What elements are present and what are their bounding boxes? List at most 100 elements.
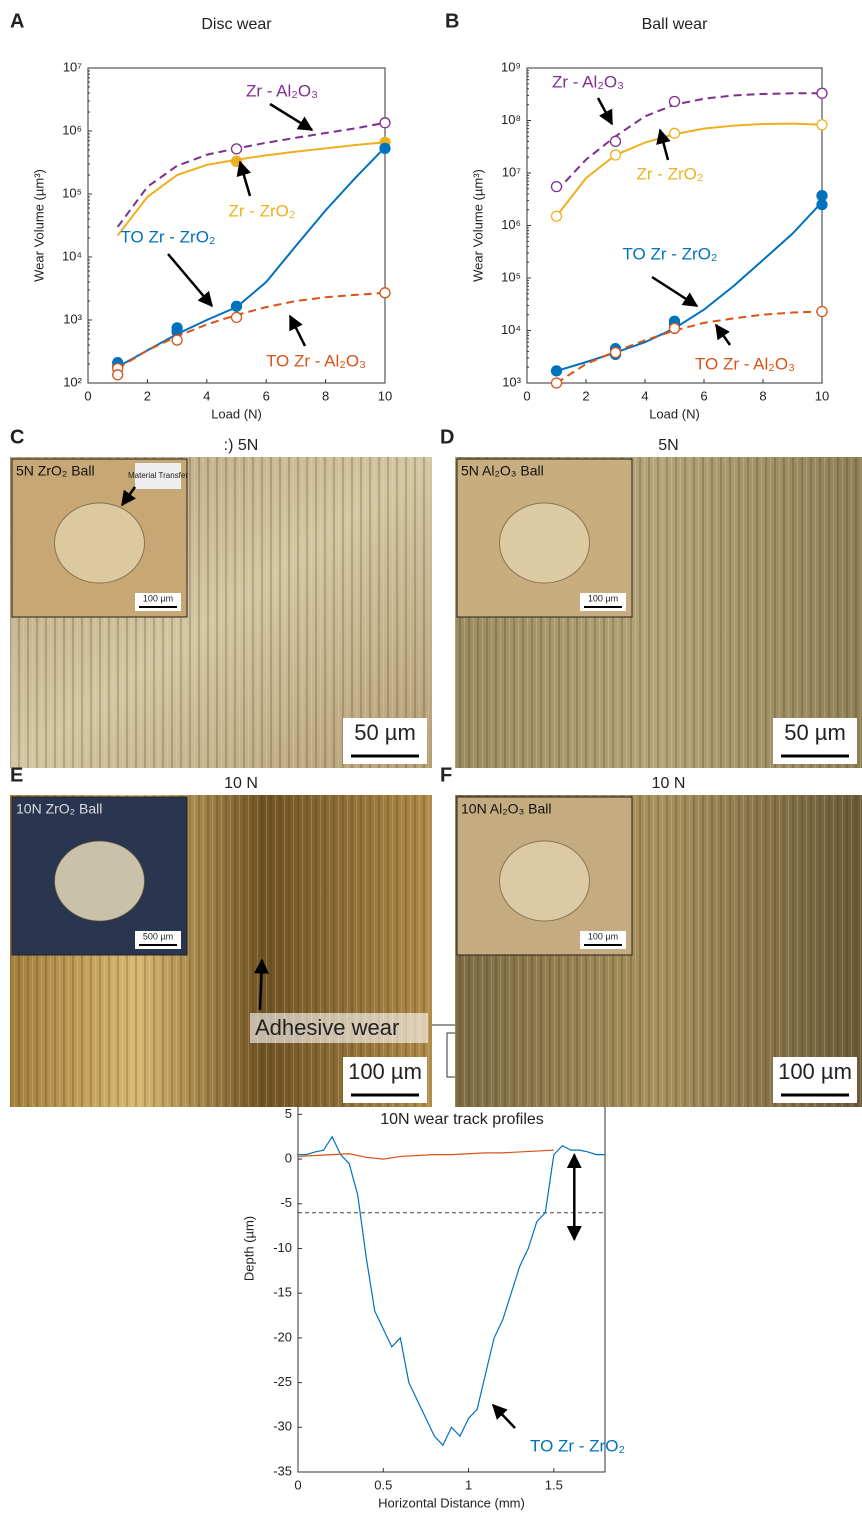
wear-scar	[500, 503, 590, 583]
scale-bar-label: 50 µm	[784, 720, 846, 745]
data-point	[113, 370, 123, 380]
series-label: Zr - Al₂O₃	[246, 81, 318, 100]
profile-line	[298, 1150, 554, 1159]
data-point	[380, 143, 390, 153]
wear-scar	[55, 503, 145, 583]
data-point	[611, 136, 621, 146]
data-point	[232, 301, 242, 311]
x-tick-label: 4	[641, 388, 648, 403]
y-tick-label: 10⁶	[501, 217, 521, 232]
section-title: 10N wear track profiles	[380, 1111, 544, 1128]
chart-title: Ball wear	[642, 16, 708, 33]
page: 10N wear track profiles A Disc wear 0 2 4 6 8 1…	[0, 0, 862, 1526]
y-tick-label: 10⁵	[501, 269, 521, 284]
scale-bar-label: 50 µm	[354, 720, 416, 745]
y-axis-label: Wear Volume (µm³)	[470, 169, 485, 282]
inset-scale: 100 µm	[143, 593, 173, 603]
data-point	[172, 335, 182, 345]
plot-frame	[88, 68, 385, 383]
inset-label: 10N ZrO₂ Ball	[16, 801, 102, 817]
data-point	[817, 191, 827, 201]
x-tick-label: 0	[84, 388, 91, 403]
data-point	[232, 144, 242, 154]
data-point	[380, 118, 390, 128]
panel-title: 5N	[658, 437, 678, 454]
fit-curve	[557, 202, 823, 371]
figure: 10N wear track profiles A Disc wear 0 2 4 6 8 1…	[0, 0, 862, 1526]
plot-frame	[527, 68, 822, 383]
y-tick-label: -25	[273, 1374, 292, 1389]
series-label: TO Zr - Al₂O₃	[695, 354, 795, 373]
annotation: Adhesive wear	[255, 1015, 399, 1040]
annotation: TO Zr - ZrO₂	[530, 1436, 625, 1455]
y-tick-label: 10²	[63, 374, 82, 389]
data-point	[552, 211, 562, 221]
y-tick-label: 10³	[502, 374, 521, 389]
data-point	[552, 378, 562, 388]
x-tick-label: 0	[523, 388, 530, 403]
y-tick-label: -35	[273, 1463, 292, 1478]
series-label: TO Zr - ZrO₂	[622, 244, 717, 263]
series-label: TO Zr - ZrO₂	[120, 227, 215, 246]
x-tick-label: 8	[759, 388, 766, 403]
y-tick-label: -20	[273, 1329, 292, 1344]
data-point	[611, 150, 621, 160]
arrow	[598, 98, 612, 124]
inset-scale: 500 µm	[143, 931, 173, 941]
arrow	[290, 316, 305, 346]
y-tick-label: 10⁴	[62, 248, 82, 263]
inset-scale: 100 µm	[588, 593, 618, 603]
fit-curve	[118, 147, 385, 367]
y-tick-label: -5	[280, 1195, 292, 1210]
panel-letter: C	[10, 426, 24, 448]
profile-line	[298, 1137, 605, 1445]
panel-title: :) 5N	[224, 437, 259, 454]
x-tick-label: 6	[700, 388, 707, 403]
arrow	[716, 325, 730, 345]
y-tick-label: 10⁶	[62, 122, 82, 137]
arrow	[652, 277, 697, 306]
data-point	[552, 366, 562, 376]
data-point	[817, 307, 827, 317]
chart-title: Disc wear	[201, 16, 272, 33]
x-tick-label: 2	[144, 388, 151, 403]
y-tick-label: 10⁵	[62, 185, 82, 200]
panel-title: 10 N	[652, 775, 686, 792]
panel-letter: A	[10, 10, 24, 32]
y-axis-label: Wear Volume (µm³)	[31, 169, 46, 282]
inset-label: 5N Al₂O₃ Ball	[461, 463, 544, 479]
panel-letter: B	[445, 10, 459, 32]
data-point	[817, 120, 827, 130]
wear-scar	[55, 841, 145, 921]
scale-bar-label: 100 µm	[778, 1059, 852, 1084]
panel-letter: E	[10, 764, 23, 786]
y-tick-label: 10³	[63, 311, 82, 326]
y-tick-label: 10⁸	[501, 112, 521, 127]
y-tick-label: 10⁷	[63, 59, 82, 74]
data-point	[232, 312, 242, 322]
series-label: Zr - ZrO₂	[228, 201, 295, 220]
panel-title: 10 N	[224, 775, 258, 792]
y-tick-label: -10	[273, 1240, 292, 1255]
x-axis-label: Horizontal Distance (mm)	[378, 1495, 525, 1510]
x-tick-label: 10	[378, 388, 392, 403]
data-point	[380, 288, 390, 298]
x-axis-label: Load (N)	[211, 406, 262, 421]
x-tick-label: 8	[322, 388, 329, 403]
data-point	[552, 182, 562, 192]
inset-label: 10N Al₂O₃ Ball	[461, 801, 552, 817]
arrow	[240, 162, 250, 196]
y-tick-label: 0	[285, 1151, 292, 1166]
y-tick-label: -30	[273, 1419, 292, 1434]
x-tick-label: 10	[815, 388, 829, 403]
x-tick-label: 6	[263, 388, 270, 403]
data-point	[670, 97, 680, 107]
inset-scale: 100 µm	[588, 931, 618, 941]
arrow	[493, 1405, 515, 1428]
x-tick-label: 0	[294, 1477, 301, 1492]
wear-scar	[500, 841, 590, 921]
y-axis-label: Depth (µm)	[241, 1216, 256, 1281]
series-label: TO Zr - Al₂O₃	[266, 351, 366, 370]
data-point	[817, 88, 827, 98]
x-tick-label: 0.5	[374, 1477, 392, 1492]
